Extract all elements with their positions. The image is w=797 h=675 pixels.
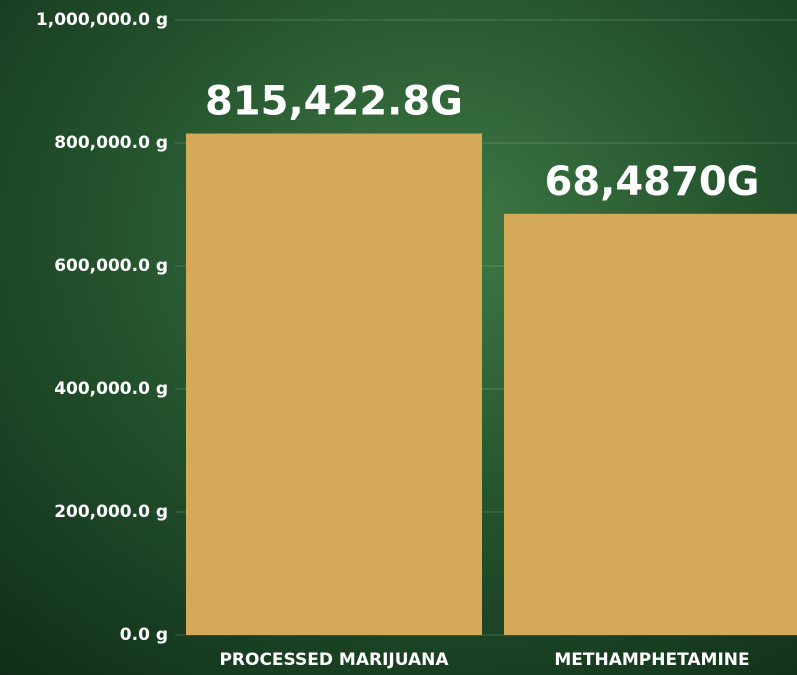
value-label: 815,422.8G [205,79,463,125]
x-tick-label: METHAMPHETAMINE [554,650,749,670]
y-tick-label: 600,000.0 g [54,256,168,276]
y-tick-label: 200,000.0 g [54,502,168,522]
y-tick-label: 800,000.0 g [54,133,168,153]
y-tick-label: 1,000,000.0 g [36,10,168,30]
y-tick-label: 400,000.0 g [54,379,168,399]
value-label: 68,4870G [544,159,759,205]
bar [186,133,482,635]
bar [504,213,797,636]
plot: 0.0 g 200,000.0 g 400,000.0 g 600,000.0 g 80… [36,10,797,670]
x-tick-label: PROCESSED MARIJUANA [219,650,449,670]
y-tick-label: 0.0 g [120,625,168,645]
